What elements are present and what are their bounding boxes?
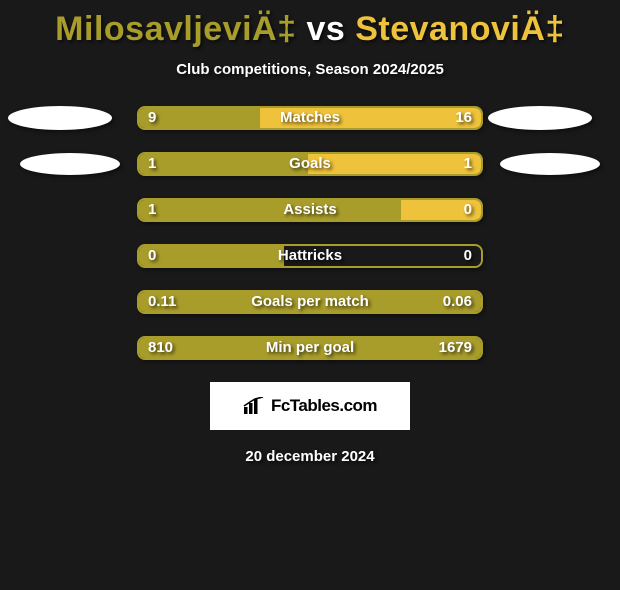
- stat-row: 0.110.06Goals per match: [0, 290, 620, 314]
- decorative-ellipse: [488, 106, 592, 130]
- footer-date: 20 december 2024: [0, 448, 620, 465]
- stat-row: 10Assists: [0, 198, 620, 222]
- decorative-ellipse: [20, 153, 120, 175]
- bar-chart-icon: [243, 397, 265, 415]
- stat-row: 00Hattricks: [0, 244, 620, 268]
- stat-label: Goals per match: [137, 290, 483, 314]
- comparison-chart: 916Matches 11Goals 10Assists 00Hattricks 0.1…: [0, 106, 620, 360]
- player-right-name: StevanoviÄ‡: [355, 10, 565, 48]
- vs-text: vs: [297, 10, 356, 48]
- branding-badge[interactable]: FcTables.com: [210, 382, 410, 430]
- stat-label: Matches: [137, 106, 483, 130]
- stat-row: 916Matches: [0, 106, 620, 130]
- branding-text: FcTables.com: [271, 396, 377, 416]
- decorative-ellipse: [8, 106, 112, 130]
- stat-label: Min per goal: [137, 336, 483, 360]
- stat-label: Hattricks: [137, 244, 483, 268]
- page-title: MilosavljeviÄ‡ vs StevanoviÄ‡: [0, 10, 620, 49]
- stat-label: Goals: [137, 152, 483, 176]
- stat-label: Assists: [137, 198, 483, 222]
- decorative-ellipse: [500, 153, 600, 175]
- stat-row: 11Goals: [0, 152, 620, 176]
- stat-row: 8101679Min per goal: [0, 336, 620, 360]
- subtitle: Club competitions, Season 2024/2025: [0, 61, 620, 78]
- player-left-name: MilosavljeviÄ‡: [55, 10, 296, 48]
